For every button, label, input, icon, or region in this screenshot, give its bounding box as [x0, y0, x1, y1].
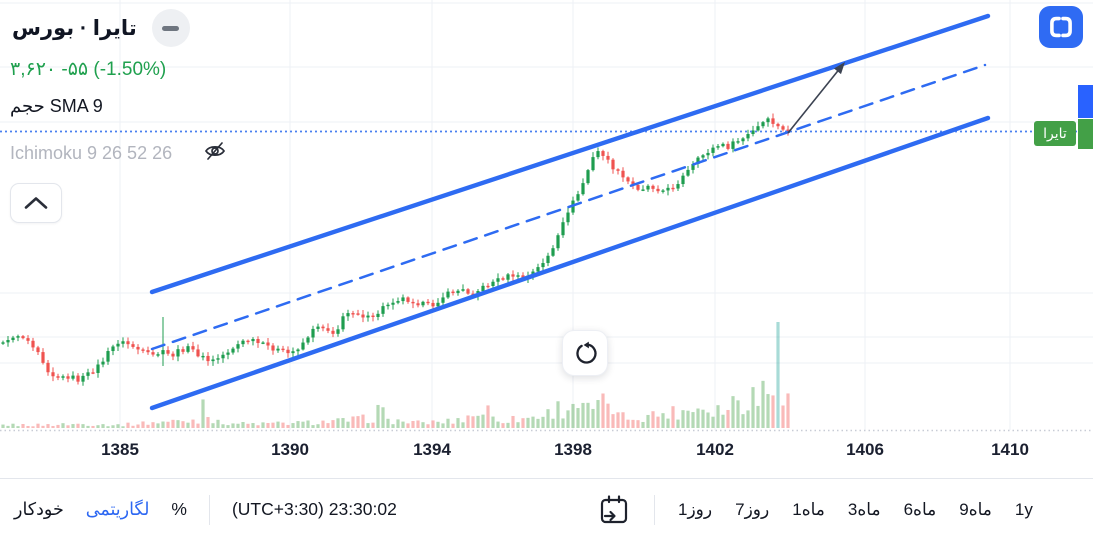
- axis-tick-label: 1398: [554, 440, 592, 459]
- range-1month-button[interactable]: 1ماه: [792, 499, 825, 519]
- dash-icon: [162, 25, 180, 31]
- symbol-price-tag: تایرا: [1034, 121, 1076, 146]
- percent-scale-button[interactable]: %: [171, 499, 187, 519]
- chevron-up-icon: [24, 197, 48, 209]
- refresh-icon: [576, 341, 597, 364]
- calendar-go-to-date-icon: [600, 494, 628, 523]
- ichimoku-indicator-row[interactable]: Ichimoku 9 26 52 26: [10, 140, 228, 167]
- go-to-date-button[interactable]: [597, 493, 631, 527]
- symbol-logo: [151, 9, 190, 47]
- ichimoku-indicator-label: Ichimoku 9 26 52 26: [10, 143, 173, 163]
- range-7day-button[interactable]: 7روز: [735, 499, 770, 519]
- fullscreen-button[interactable]: [1039, 6, 1083, 48]
- clock-label[interactable]: (UTC+3:30) 23:30:02: [231, 499, 397, 519]
- scale-label-blue: [1078, 85, 1093, 118]
- fullscreen-icon: [1050, 16, 1072, 38]
- axis-tick-label: 1410: [991, 440, 1029, 459]
- reset-chart-button[interactable]: [562, 330, 608, 376]
- range-1year-button[interactable]: 1y: [1014, 499, 1033, 519]
- collapse-panel-button[interactable]: [10, 183, 62, 223]
- auto-scale-button[interactable]: خودکار: [14, 499, 64, 519]
- divider: [208, 494, 210, 525]
- axis-tick-label: 1385: [101, 440, 139, 459]
- range-1day-button[interactable]: 1روز: [678, 499, 713, 519]
- axis-tick-label: 1394: [413, 440, 451, 459]
- price-change-label: ۳,۶۲۰ -۵۵ (-1.50%): [10, 59, 167, 80]
- divider: [654, 494, 655, 525]
- axis-tick-label: 1390: [271, 440, 309, 459]
- range-6month-button[interactable]: 6ماه: [903, 499, 937, 519]
- symbol-title: تایرا · بورس: [12, 16, 137, 40]
- symbol-header[interactable]: تایرا · بورس: [12, 9, 190, 47]
- range-9month-button[interactable]: 9ماه: [959, 499, 992, 519]
- bottom-toolbar: خودکار لگاریتمی % (UTC+3:30) 23:30:02 1ر…: [0, 478, 1093, 540]
- axis-tick-label: 1406: [846, 440, 884, 459]
- scale-label-green: [1078, 119, 1093, 149]
- scale-settings-group: خودکار لگاریتمی % (UTC+3:30) 23:30:02: [14, 479, 397, 540]
- axis-tick-label: 1402: [696, 440, 734, 459]
- range-group: 1روز 7روز 1ماه 3ماه 6ماه 9ماه 1y: [597, 479, 1033, 540]
- time-axis[interactable]: 1385 1390 1394 1398 1402 1406 1410: [0, 440, 1093, 470]
- log-scale-button[interactable]: لگاریتمی: [85, 499, 150, 519]
- range-3month-button[interactable]: 3ماه: [847, 499, 881, 519]
- price-chart[interactable]: [0, 0, 1093, 478]
- volume-sma-indicator-label[interactable]: حجم SMA 9: [10, 96, 103, 116]
- eye-off-icon[interactable]: [202, 140, 228, 167]
